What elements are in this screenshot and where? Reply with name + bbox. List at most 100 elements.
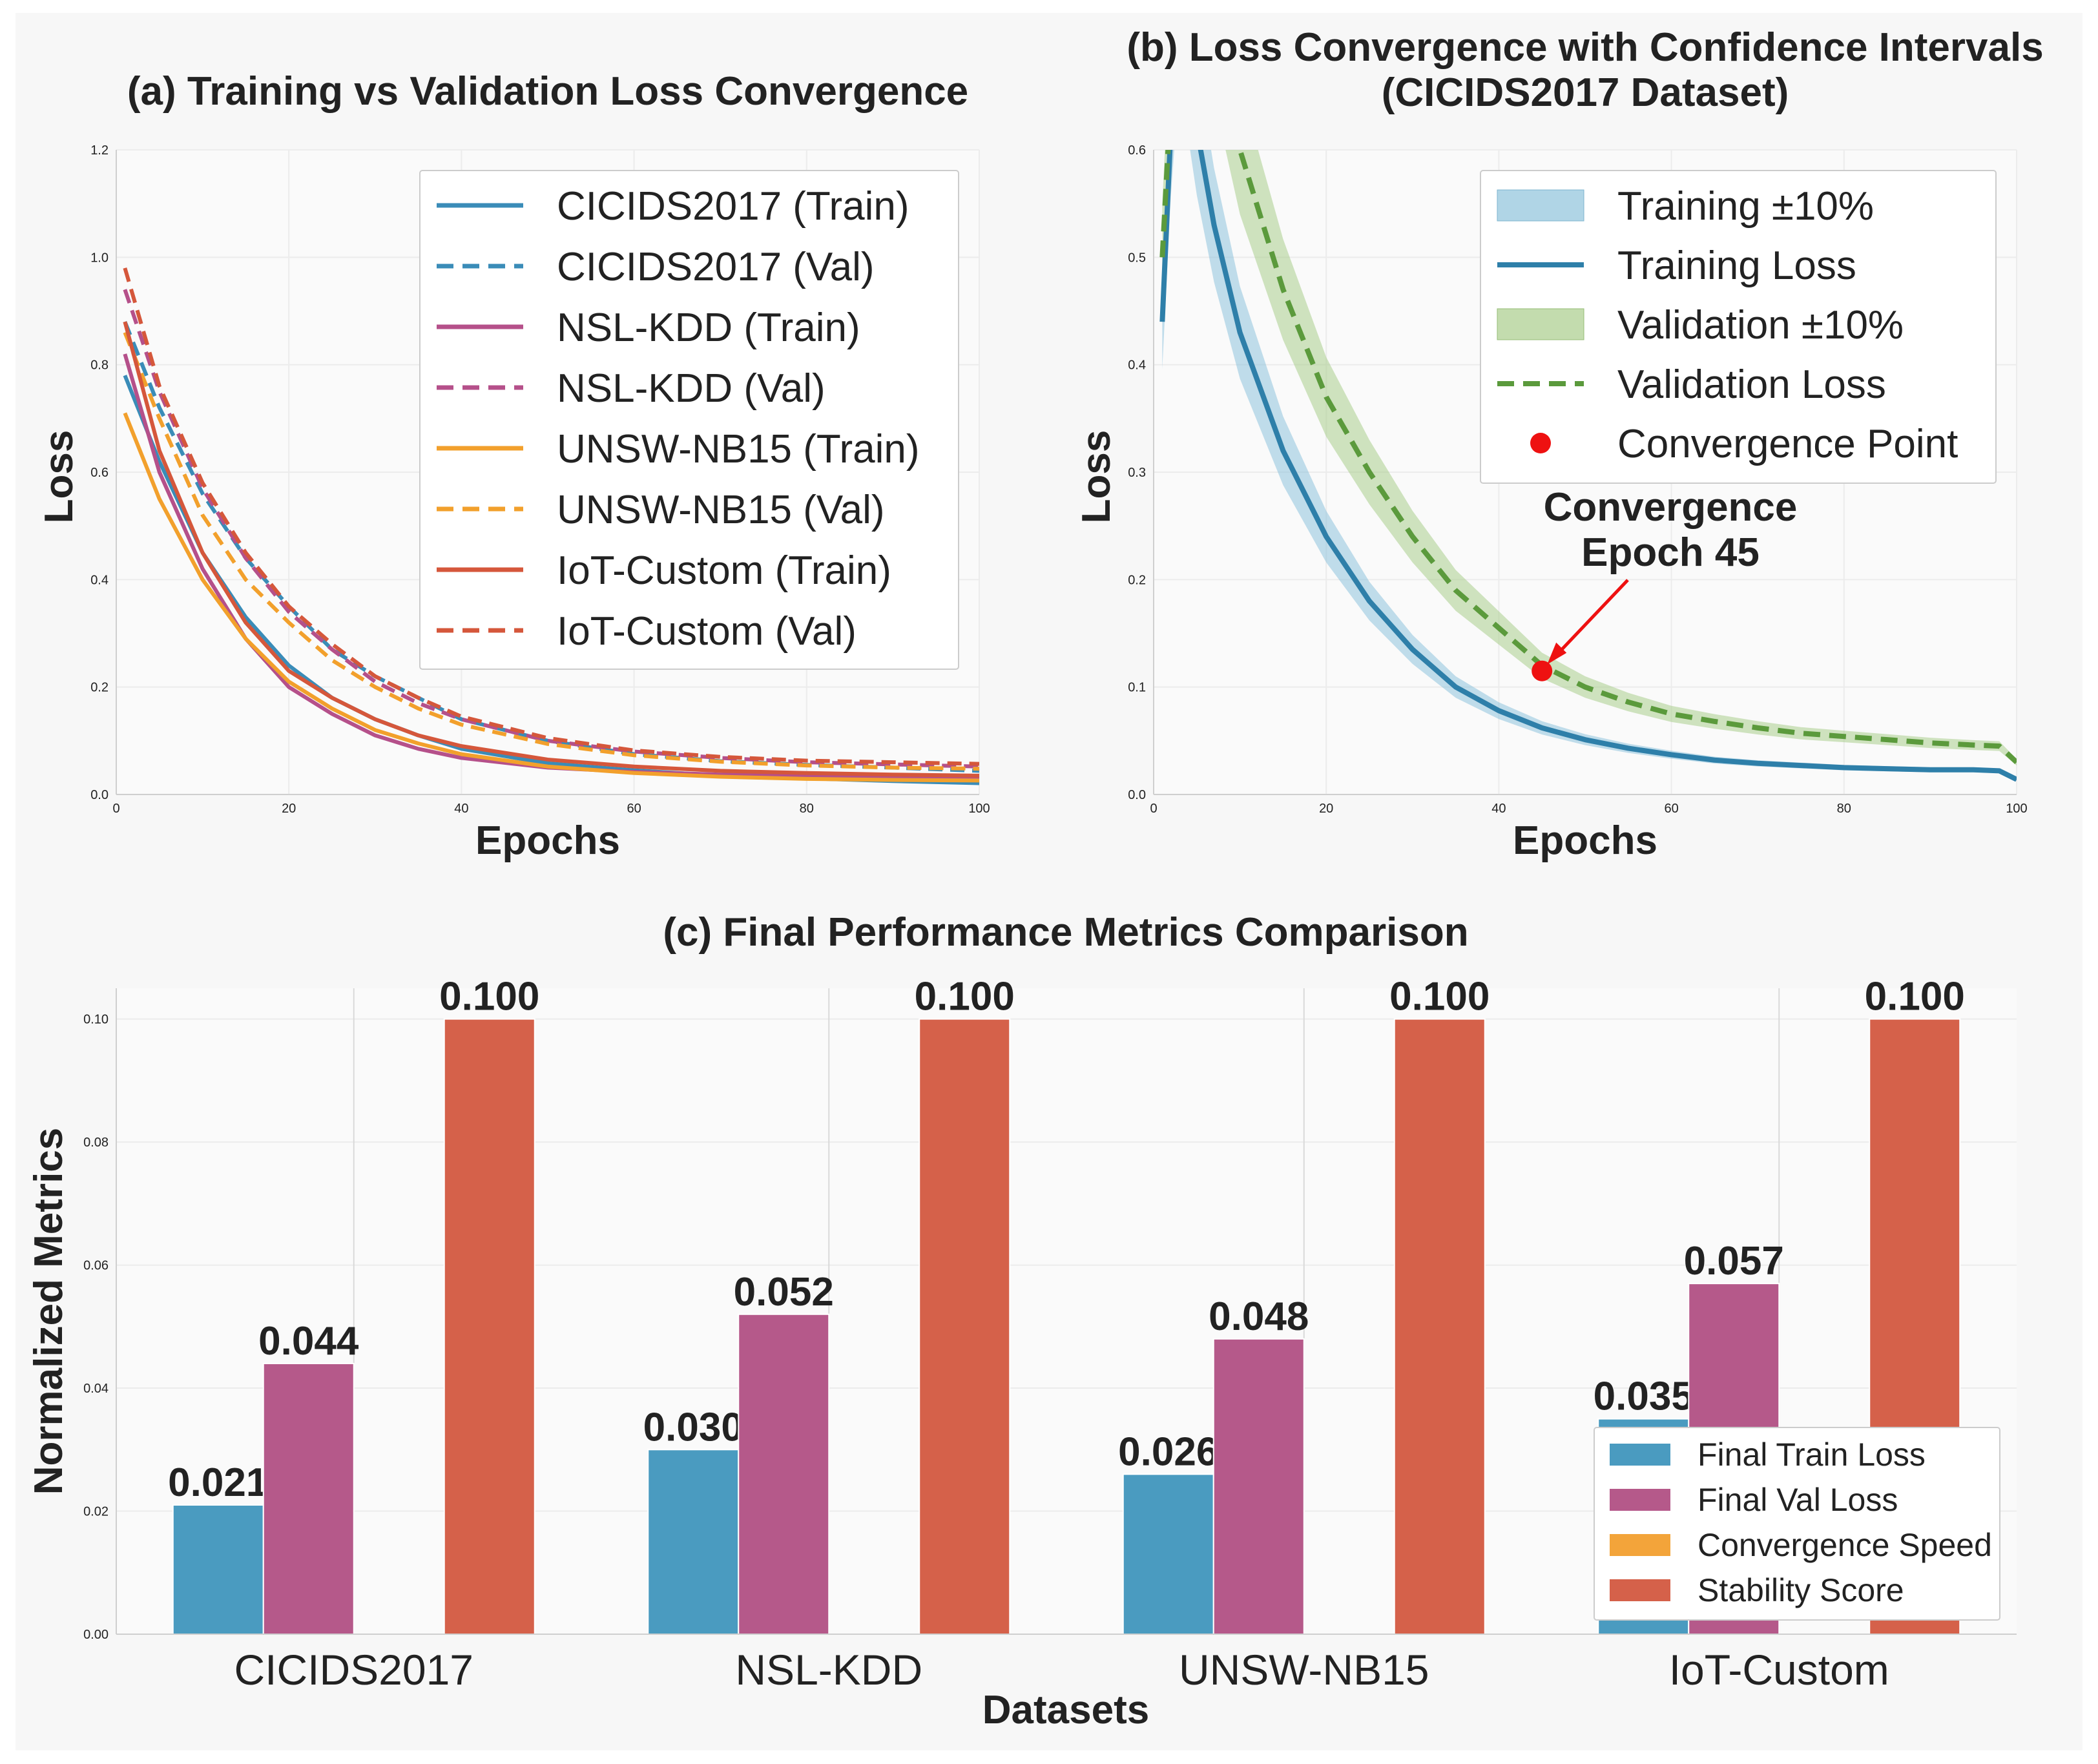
panel-c-xtick-label: CICIDS2017 bbox=[234, 1646, 473, 1694]
bar-final-val-loss bbox=[738, 1313, 830, 1635]
panel-b-xtick-label: 60 bbox=[1664, 802, 1678, 816]
panel-b-ylabel: Loss bbox=[1074, 430, 1119, 524]
panel-c-ytick-label: 0.04 bbox=[83, 1382, 109, 1396]
panel-a-xtick-label: 80 bbox=[800, 802, 814, 816]
legend-swatch-stability-score bbox=[1610, 1579, 1670, 1601]
panel-b-xtick-label: 20 bbox=[1319, 802, 1333, 816]
panel-a-ytick-label: 1.2 bbox=[90, 143, 109, 158]
bar-value-label: 0.044 bbox=[258, 1319, 359, 1364]
panel-c-xlabel: Datasets bbox=[982, 1688, 1149, 1732]
convergence-point-marker bbox=[1532, 660, 1553, 681]
panel-b-xtick-label: 40 bbox=[1491, 802, 1506, 816]
panel-b-ytick-label: 0.3 bbox=[1128, 466, 1146, 480]
panel-b-xlabel: Epochs bbox=[1513, 818, 1657, 863]
legend-label-final-train-loss: Final Train Loss bbox=[1698, 1437, 1926, 1473]
convergence-annotation-line1: Convergence bbox=[1544, 485, 1798, 530]
panel-c-xtick-label: UNSW-NB15 bbox=[1179, 1646, 1429, 1694]
panel-a-ylabel: Loss bbox=[37, 430, 81, 524]
legend-label-iot-custom-val: IoT-Custom (Val) bbox=[557, 609, 857, 654]
legend-swatch-convergence-point bbox=[1530, 433, 1551, 453]
panel-a-ytick-label: 0.8 bbox=[90, 358, 109, 373]
panel-a-xtick-label: 20 bbox=[282, 802, 296, 816]
series-line-training-loss bbox=[1159, 150, 2017, 782]
bar-value-label: 0.048 bbox=[1209, 1294, 1309, 1339]
panel-b-subtitle: (CICIDS2017 Dataset) bbox=[1382, 70, 1789, 115]
bar-value-label: 0.100 bbox=[915, 975, 1015, 1019]
legend-label-cicids2017-val: CICIDS2017 (Val) bbox=[557, 245, 875, 289]
convergence-arrow bbox=[1547, 579, 1629, 665]
series-line-nsl-kdd-train bbox=[123, 353, 980, 781]
panel-a-legend: CICIDS2017 (Train) CICIDS2017 (Val) NSL-KD… bbox=[419, 170, 959, 670]
legend-swatch-convergence-speed bbox=[1610, 1534, 1670, 1556]
bar-final-train-loss bbox=[172, 1504, 264, 1635]
panel-b-ticks: 0 20 40 60 80 100 0.0 0.1 0.2 0.3 0.4 0.5 0.6 bbox=[1128, 143, 2028, 816]
panel-a-ytick-label: 0.2 bbox=[90, 681, 109, 695]
confidence-band-validation-loss bbox=[1162, 150, 2017, 766]
panel-c-legend: Final Train Loss Final Val Loss Convergenc… bbox=[1594, 1427, 2000, 1621]
bar-value-label: 0.052 bbox=[734, 1270, 834, 1314]
panel-b-ytick-label: 0.4 bbox=[1128, 358, 1146, 373]
panel-a-title: (a) Training vs Validation Loss Converge… bbox=[127, 69, 968, 114]
panel-a-ytick-label: 0.6 bbox=[90, 466, 109, 480]
legend-label-final-val-loss: Final Val Loss bbox=[1698, 1482, 1898, 1518]
panel-c-ticks: 0.00 0.02 0.04 0.06 0.08 0.10 CICIDS2017 NSL-KD… bbox=[83, 1013, 1889, 1694]
panel-a: 0 20 40 60 80 100 0.0 0.2 0.4 0.6 0.8 1.0 1.2 (a) Tr… bbox=[37, 69, 990, 863]
legend-label-training-loss: Training Loss bbox=[1617, 244, 1856, 288]
convergence-arrow-head bbox=[1547, 642, 1567, 665]
convergence-arrow-shaft bbox=[1553, 579, 1629, 658]
panel-c-ytick-label: 0.10 bbox=[83, 1013, 109, 1027]
legend-label-nsl-kdd-train: NSL-KDD (Train) bbox=[557, 306, 860, 350]
panel-a-ytick-label: 0.0 bbox=[90, 788, 109, 802]
panel-b: 0 20 40 60 80 100 0.0 0.1 0.2 0.3 0.4 0.5 0.6 (b) Lo… bbox=[1074, 25, 2044, 863]
legend-label-convergence-speed: Convergence Speed bbox=[1698, 1527, 1992, 1563]
panel-b-ytick-label: 0.6 bbox=[1128, 143, 1146, 158]
panel-c-xtick-label: IoT-Custom bbox=[1669, 1646, 1889, 1694]
panel-b-title: (b) Loss Convergence with Confidence Int… bbox=[1127, 25, 2043, 70]
confidence-band-training-loss bbox=[1162, 150, 2017, 782]
legend-label-unsw-nb15-val: UNSW-NB15 (Val) bbox=[557, 488, 885, 532]
panel-c-ytick-label: 0.06 bbox=[83, 1259, 109, 1273]
bar-stability-score bbox=[1393, 1018, 1486, 1635]
panel-b-legend-box bbox=[1480, 170, 1997, 484]
bar-stability-score bbox=[919, 1018, 1011, 1635]
panel-b-lines bbox=[1159, 150, 2017, 782]
bar-final-train-loss bbox=[1122, 1473, 1214, 1635]
legend-label-iot-custom-train: IoT-Custom (Train) bbox=[557, 548, 891, 593]
series-line-iot-custom-val bbox=[123, 267, 980, 766]
bar-value-label: 0.035 bbox=[1594, 1375, 1694, 1419]
bar-value-label: 0.100 bbox=[439, 975, 539, 1019]
bar-value-label: 0.030 bbox=[643, 1405, 743, 1449]
panel-b-ytick-label: 0.0 bbox=[1128, 788, 1146, 802]
bar-final-train-loss bbox=[647, 1449, 740, 1635]
bar-value-label: 0.057 bbox=[1684, 1239, 1784, 1283]
panel-c-xtick-label: NSL-KDD bbox=[735, 1646, 922, 1694]
legend-label-stability-score: Stability Score bbox=[1698, 1572, 1904, 1608]
legend-swatch-final-train-loss bbox=[1610, 1444, 1670, 1466]
panel-c: 0.00 0.02 0.04 0.06 0.08 0.10 CICIDS2017 NSL-KD… bbox=[26, 910, 2017, 1732]
panel-a-ticks: 0 20 40 60 80 100 0.0 0.2 0.4 0.6 0.8 1.0 1.2 bbox=[90, 143, 990, 816]
panel-a-xtick-label: 60 bbox=[627, 802, 641, 816]
bar-stability-score bbox=[443, 1018, 535, 1635]
bar-value-label: 0.026 bbox=[1118, 1429, 1218, 1474]
legend-label-training-band: Training ±10% bbox=[1617, 184, 1874, 229]
panel-c-ylabel: Normalized Metrics bbox=[26, 1128, 71, 1495]
legend-label-validation-loss: Validation Loss bbox=[1617, 362, 1886, 407]
panel-a-xtick-label: 0 bbox=[112, 802, 119, 816]
bar-value-label: 0.021 bbox=[168, 1460, 268, 1505]
panel-a-xtick-label: 40 bbox=[454, 802, 468, 816]
bar-value-label: 0.100 bbox=[1865, 975, 1965, 1019]
panel-b-legend: Training ±10% Training Loss Validation ±10… bbox=[1480, 170, 1997, 484]
bar-value-label: 0.100 bbox=[1389, 975, 1490, 1019]
legend-label-nsl-kdd-val: NSL-KDD (Val) bbox=[557, 366, 826, 411]
legend-label-convergence-point: Convergence Point bbox=[1617, 422, 1958, 466]
panel-a-legend-box bbox=[419, 170, 959, 670]
panel-a-ytick-label: 0.4 bbox=[90, 573, 109, 587]
legend-label-validation-band: Validation ±10% bbox=[1617, 303, 1904, 348]
bar-final-val-loss bbox=[262, 1362, 355, 1635]
panel-c-ytick-label: 0.00 bbox=[83, 1628, 109, 1642]
bar-final-val-loss bbox=[1212, 1338, 1305, 1635]
legend-swatch-validation-band bbox=[1497, 308, 1584, 340]
panel-b-xtick-label: 80 bbox=[1837, 802, 1851, 816]
panel-c-ytick-label: 0.02 bbox=[83, 1505, 109, 1519]
